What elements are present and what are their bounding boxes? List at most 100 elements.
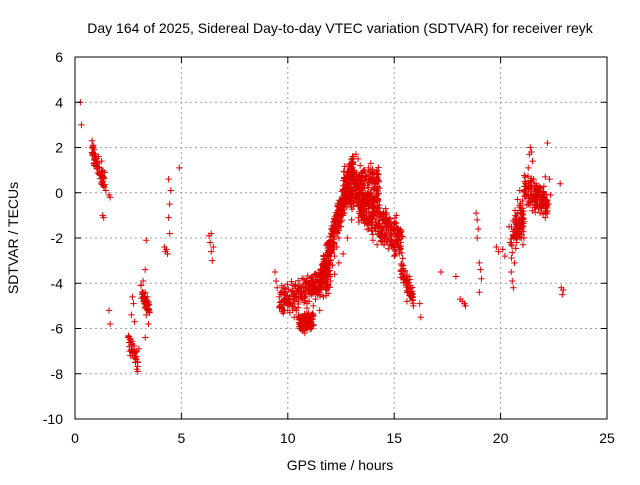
- data-point: [309, 321, 316, 328]
- data-point: [373, 241, 381, 248]
- data-point: [542, 214, 549, 221]
- data-point: [398, 233, 406, 240]
- data-point: [519, 241, 527, 248]
- data-point: [278, 298, 285, 305]
- data-point: [508, 254, 515, 262]
- data-point: [137, 282, 145, 289]
- data-point: [400, 273, 407, 280]
- data-point: [511, 259, 518, 267]
- data-point: [391, 251, 399, 259]
- data-point: [529, 157, 536, 165]
- data-point: [360, 205, 368, 212]
- data-point: [318, 284, 326, 291]
- data-point: [521, 172, 528, 179]
- data-point: [322, 292, 330, 299]
- data-point: [493, 243, 500, 251]
- data-point: [352, 194, 360, 201]
- data-point: [544, 139, 551, 147]
- data-point: [386, 232, 394, 239]
- data-point: [163, 246, 170, 253]
- data-point: [376, 185, 383, 192]
- data-point: [206, 239, 214, 246]
- data-point: [339, 207, 346, 215]
- data-point: [139, 277, 147, 285]
- data-point: [473, 234, 481, 242]
- y-tick-label: 4: [55, 94, 63, 110]
- data-point: [542, 173, 549, 181]
- data-point: [127, 338, 134, 346]
- data-point: [288, 278, 295, 285]
- data-point: [545, 200, 552, 208]
- y-tick-label: -8: [51, 366, 64, 382]
- data-point: [335, 234, 343, 242]
- data-point: [452, 273, 460, 280]
- data-point: [279, 305, 286, 313]
- data-point: [329, 245, 337, 253]
- data-point: [144, 293, 151, 301]
- data-point: [384, 218, 392, 226]
- data-point: [142, 304, 149, 312]
- data-point: [101, 169, 108, 176]
- data-point: [501, 252, 509, 260]
- data-point: [560, 286, 567, 294]
- data-point: [311, 283, 319, 290]
- y-tick-label: -6: [51, 321, 64, 337]
- data-point: [363, 214, 370, 221]
- data-point: [390, 220, 397, 228]
- data-point: [537, 203, 545, 210]
- data-point: [529, 207, 536, 214]
- data-point: [505, 223, 513, 230]
- data-point: [376, 214, 383, 221]
- data-point: [132, 359, 139, 366]
- data-point: [142, 266, 149, 273]
- data-point: [525, 164, 532, 172]
- data-point: [100, 182, 107, 190]
- data-point: [409, 296, 416, 303]
- data-point: [312, 295, 319, 303]
- data-point: [367, 160, 374, 167]
- data-points: [77, 99, 567, 375]
- data-point: [473, 216, 481, 224]
- data-point: [94, 160, 101, 167]
- data-point: [371, 180, 379, 187]
- data-point: [516, 223, 523, 230]
- data-point: [374, 190, 382, 197]
- data-point: [303, 321, 310, 328]
- data-point: [462, 302, 469, 310]
- data-point: [382, 205, 389, 212]
- data-point: [392, 240, 400, 247]
- data-point: [510, 234, 517, 242]
- data-point: [320, 280, 328, 287]
- data-point: [350, 203, 357, 210]
- data-point: [326, 248, 333, 255]
- data-point: [372, 227, 380, 235]
- data-point: [514, 196, 521, 203]
- data-point: [165, 175, 172, 183]
- data-point: [146, 309, 153, 316]
- data-point: [375, 164, 382, 171]
- data-point: [393, 231, 400, 239]
- data-point: [354, 155, 362, 163]
- data-point: [319, 261, 326, 268]
- data-point: [512, 245, 519, 252]
- data-point: [312, 277, 319, 285]
- x-tick-label: 20: [493, 430, 509, 446]
- data-point: [401, 268, 409, 276]
- data-point: [355, 191, 363, 198]
- data-point: [556, 180, 564, 187]
- data-point: [521, 192, 528, 200]
- data-point: [138, 295, 145, 302]
- data-point: [166, 230, 173, 237]
- data-point: [521, 178, 529, 185]
- data-point: [331, 252, 338, 260]
- data-point: [357, 178, 364, 185]
- data-point: [397, 245, 404, 252]
- data-point: [366, 215, 374, 222]
- data-point: [369, 231, 377, 238]
- data-point: [378, 230, 385, 237]
- data-point: [303, 325, 311, 332]
- data-point: [437, 268, 445, 276]
- data-point: [142, 301, 149, 308]
- data-point: [359, 200, 366, 208]
